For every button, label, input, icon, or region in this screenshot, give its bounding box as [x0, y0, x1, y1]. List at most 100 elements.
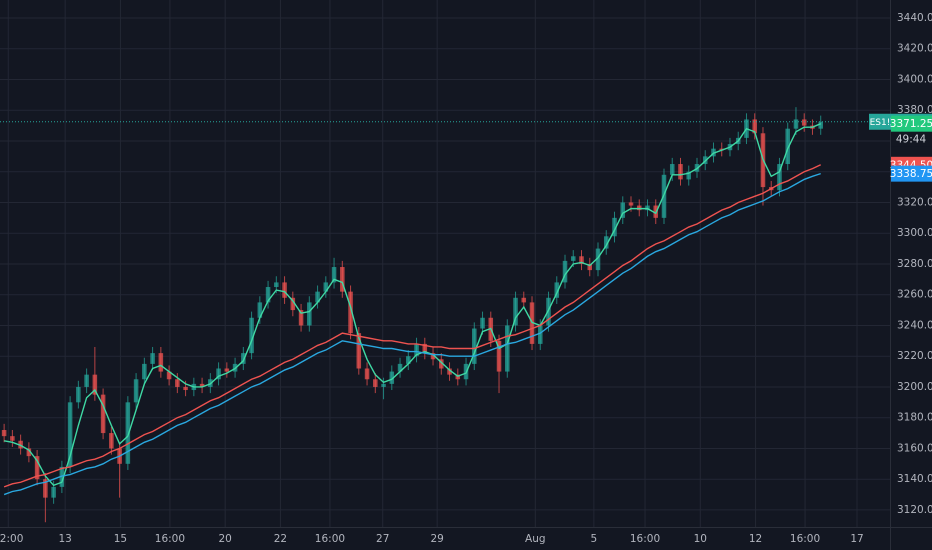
y-tick-label: 3120.00 [897, 504, 932, 516]
symbol-badge [869, 113, 891, 130]
candle-body [612, 217, 617, 237]
candle-body [92, 374, 98, 395]
price-badge [891, 165, 932, 182]
y-tick-label: 3420.00 [897, 43, 932, 55]
x-tick-label: 16:00 [630, 533, 660, 545]
candle-body [439, 359, 444, 369]
y-tick-label: 3180.00 [897, 412, 932, 424]
y-tick-label: 3320.00 [897, 196, 932, 208]
moving-average-line [3, 172, 821, 496]
y-tick-label: 3280.00 [897, 258, 932, 270]
x-tick-label: 16:00 [155, 533, 185, 545]
candle-body [818, 121, 823, 129]
candle-body [18, 440, 23, 449]
candle-body [133, 379, 139, 403]
candle-body [513, 297, 518, 326]
price-badge [891, 115, 932, 132]
candle-body [678, 164, 683, 180]
candle-body [125, 402, 131, 464]
candle-body [538, 325, 543, 344]
candle-body [298, 310, 304, 326]
candle-body [777, 164, 782, 191]
candle-body [562, 260, 568, 283]
candle-body [175, 379, 180, 387]
candle-body [397, 363, 403, 372]
candle-body [216, 368, 221, 380]
candle-body [199, 383, 205, 387]
candle-body [521, 297, 527, 303]
candle-body [414, 343, 419, 357]
candle-body [34, 456, 40, 480]
candle-body [315, 291, 320, 303]
candle-body [10, 436, 15, 441]
candle-body [636, 205, 642, 211]
candle-body [595, 248, 601, 271]
candle-body [447, 368, 452, 375]
candle-body [290, 297, 296, 311]
candle-body [142, 363, 147, 380]
x-tick-label: 5 [591, 533, 598, 545]
candle-body [546, 297, 551, 326]
y-tick-label: 3400.00 [897, 73, 932, 85]
x-tick-label: 16:00 [790, 533, 820, 545]
candle-body [389, 371, 395, 384]
candle-body [150, 353, 155, 364]
candle-body [406, 356, 411, 364]
candle-body [67, 402, 73, 467]
symbol-label: ES1! [870, 118, 891, 128]
candle-body [480, 317, 485, 329]
y-tick-label: 3300.00 [897, 227, 932, 239]
candle-body [323, 282, 329, 292]
candle-body [274, 282, 279, 288]
candle-body [373, 379, 378, 387]
x-tick-label: 22 [274, 533, 287, 545]
candle-body [587, 263, 593, 271]
candle-body [76, 386, 81, 403]
candle-body [645, 205, 650, 211]
candle-body [785, 128, 790, 165]
candle-body [628, 202, 634, 206]
candle-body [711, 148, 716, 157]
candle-body [364, 368, 370, 380]
candle-body [348, 291, 353, 334]
y-tick-label: 3440.00 [897, 12, 932, 24]
y-tick-label: 3260.00 [897, 289, 932, 301]
y-tick-label: 3220.00 [897, 350, 932, 362]
candle-body [472, 328, 477, 364]
x-tick-label: Aug [525, 533, 546, 545]
candle-body [59, 466, 65, 487]
candle-body [669, 164, 675, 175]
x-tick-label: 17 [850, 533, 863, 545]
candle-body [554, 282, 560, 298]
candle-body [430, 353, 436, 360]
x-tick-label: 27 [376, 533, 389, 545]
candle-body [620, 202, 626, 218]
candle-body [1, 429, 7, 437]
candle-body [224, 368, 230, 372]
candle-body [686, 171, 692, 180]
y-tick-label: 3200.00 [897, 381, 932, 393]
candle-body [752, 119, 757, 134]
x-tick-label: 12 [749, 533, 762, 545]
candle-body [282, 282, 287, 298]
y-tick-label: 3160.00 [897, 442, 932, 454]
x-tick-label: 15 [114, 533, 127, 545]
candle-body [719, 148, 725, 151]
candle-body [422, 343, 428, 354]
x-tick-label: 10 [694, 533, 707, 545]
countdown: 49:44 [896, 133, 927, 145]
x-tick-label: 13 [58, 533, 71, 545]
candle-body [26, 448, 32, 457]
candle-body [793, 119, 799, 129]
candle-body [183, 386, 188, 391]
x-tick-label: 20 [218, 533, 231, 545]
y-tick-label: 3140.00 [897, 473, 932, 485]
candle-body [257, 302, 263, 318]
candle-body [603, 236, 609, 249]
y-tick-label: 3240.00 [897, 319, 932, 331]
candle-body [84, 374, 89, 387]
countdown-badge [891, 130, 932, 147]
candle-body [529, 302, 535, 344]
